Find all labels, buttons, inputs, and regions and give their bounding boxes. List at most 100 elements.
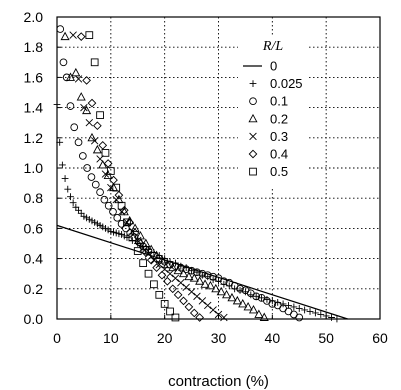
series-0-2-point (195, 276, 205, 285)
series-0-5-point (133, 247, 142, 255)
series-0-1-point (268, 300, 277, 308)
series-0-5-point (101, 149, 110, 157)
series-0-3-point (198, 297, 207, 305)
series-0-2-point (152, 250, 162, 260)
series-0-5-point (106, 167, 115, 175)
y-tick-label: 1.8 (24, 39, 44, 55)
series-0-4 (76, 32, 204, 322)
series-0-3-point (80, 103, 88, 112)
series-0-3-point (155, 260, 164, 269)
series-0-2-point (184, 271, 194, 281)
series-0-1-point (109, 207, 117, 216)
series-0-025-point (312, 309, 319, 317)
series-0-3-point (171, 274, 180, 282)
series-0-2-point (232, 295, 242, 305)
series-0-1-point (74, 138, 83, 147)
series-0-4-point (76, 32, 86, 41)
legend-entry-0: 0 (243, 59, 277, 74)
legend-entry-0-1: 0.1 (249, 94, 288, 109)
series-0-5-point (123, 218, 131, 227)
series-0-1-point (113, 213, 122, 222)
series-0-2-point (200, 279, 210, 288)
series-0-2-point (216, 286, 226, 296)
series-0-2-point (211, 283, 221, 293)
series-0-2-point (259, 312, 269, 321)
series-0-2-point (162, 259, 172, 269)
y-tick-label: 2.0 (24, 9, 44, 25)
series-0-4-point (152, 263, 161, 272)
y-tick-label: 0.2 (24, 281, 44, 297)
series-0-1-point (236, 284, 244, 293)
series-0-2-point (173, 265, 183, 275)
y-tick-label: 0.4 (24, 251, 44, 267)
series-0-5 (85, 31, 180, 322)
series-0-5-point (171, 313, 180, 322)
series-0-3-point (177, 279, 185, 287)
series-0-4-point (189, 308, 199, 318)
legend-marker-cross (249, 132, 257, 141)
series-0-025-point (306, 308, 314, 315)
x-tick-label: 60 (372, 330, 388, 346)
series-0-025-point (317, 311, 325, 318)
axis-ticks: 0 10 20 30 40 50 60 0.0 0.2 0.4 0.6 0.8 1.0 1.2 1.4 1.6… (24, 9, 388, 346)
series-0-1-point (182, 265, 191, 274)
series-0-5-point (155, 290, 164, 299)
series-0-3-point (90, 137, 99, 145)
series-0-3-point (220, 313, 228, 322)
series-0-3-point (209, 306, 217, 314)
series-0-4-point (195, 313, 204, 322)
x-tick-label: 0 (53, 330, 61, 346)
series-0-2-point (130, 223, 140, 232)
series-0-025-point (58, 161, 66, 169)
series-0-025-point (328, 314, 335, 321)
series-0-025-point (295, 305, 303, 312)
series-0-4-point (163, 276, 172, 286)
series-0-4-point (130, 228, 140, 238)
y-tick-label: 1.6 (24, 69, 44, 85)
series-0-4-point (82, 76, 91, 85)
series-0-1-point (203, 271, 212, 280)
series-0-1-point (66, 102, 75, 110)
x-tick-label: 20 (157, 330, 173, 346)
series-0-3-point (123, 218, 131, 227)
legend-label: 0.1 (270, 94, 288, 109)
legend-label: 0.2 (270, 111, 288, 126)
x-tick-label: 30 (211, 330, 227, 346)
legend: R/L 0 0.025 0.1 0.2 0.3 0.4 0.5 (238, 36, 308, 188)
series-0-4-point (179, 296, 188, 306)
x-tick-label: 10 (103, 330, 119, 346)
series-0-1-point (126, 229, 135, 237)
legend-label: 0 (270, 59, 277, 74)
x-tick-label: 40 (265, 330, 281, 346)
series-0-4-point (141, 248, 151, 257)
series-0-2-point (243, 301, 253, 311)
series-0-4-point (98, 141, 108, 150)
series-0-1-point (70, 123, 79, 132)
series-0-2-point (189, 273, 199, 282)
series-0-2 (60, 31, 269, 321)
legend-marker-triangle (248, 113, 258, 123)
series-0-4-point (93, 121, 102, 131)
series-0-5-point (144, 269, 153, 278)
series-0-025-point (69, 199, 77, 207)
series-0-5-point (90, 58, 99, 67)
series-0-2-point (205, 280, 215, 290)
legend-label: 0.4 (270, 147, 288, 162)
series-0-3-point (69, 31, 77, 39)
series-0-2-point (227, 292, 237, 302)
series-0-3-point (204, 301, 212, 310)
y-tick-label: 1.2 (24, 130, 44, 146)
legend-marker-diamond (248, 149, 258, 159)
series-0-3-point (214, 310, 223, 319)
series-0-1-point (209, 272, 217, 281)
series-0-3-point (74, 75, 83, 83)
series-0-1-point (252, 292, 261, 301)
x-tick-label: 50 (318, 330, 334, 346)
series-0-2-point (98, 160, 108, 169)
series-0-2-point (71, 67, 81, 77)
series-0-5-point (139, 259, 147, 267)
series-0-025-point (67, 193, 74, 201)
series-0-1-point (198, 269, 207, 278)
series-0-025-point (301, 306, 309, 314)
legend-entry-0-2: 0.2 (248, 111, 288, 126)
